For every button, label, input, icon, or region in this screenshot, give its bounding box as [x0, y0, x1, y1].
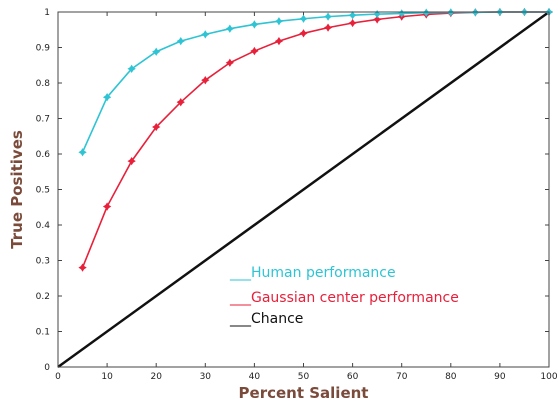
x-tick-label: 40 — [249, 372, 261, 382]
series-layer — [57, 7, 554, 369]
data-point-series-1 — [201, 76, 210, 85]
data-point-series-0 — [127, 64, 136, 73]
series-line-2 — [57, 10, 550, 369]
y-tick-label: 0.2 — [36, 292, 50, 302]
x-tick-label: 70 — [396, 372, 408, 382]
plot-frame — [57, 11, 550, 368]
data-point-series-1 — [127, 156, 136, 166]
x-axis-ticks: 0 10 20 30 40 50 60 70 80 90 100 — [55, 12, 558, 382]
y-tick-label: 0.4 — [36, 221, 51, 231]
data-point-series-0 — [299, 14, 308, 23]
data-point-series-0 — [176, 36, 185, 46]
data-point-series-1 — [78, 263, 87, 272]
x-tick-label: 60 — [347, 372, 359, 382]
legend-entry-chance: ___Chance — [229, 311, 303, 327]
data-point-series-1 — [323, 23, 333, 32]
y-tick-label: 0.8 — [36, 79, 51, 89]
y-tick-label: 0.6 — [36, 150, 51, 160]
data-point-series-0 — [348, 11, 357, 20]
legend: ___Human performance ___Gaussian center … — [229, 265, 459, 327]
data-point-series-1 — [372, 15, 382, 24]
x-tick-label: 90 — [494, 372, 506, 382]
y-tick-label: 0.5 — [36, 186, 50, 196]
y-tick-label: 0.3 — [36, 257, 50, 267]
data-point-series-0 — [201, 30, 210, 39]
y-tick-label: 0.1 — [36, 328, 50, 338]
y-tick-label: 0.7 — [36, 115, 50, 125]
data-point-series-1 — [250, 46, 259, 56]
data-point-series-0 — [152, 47, 161, 56]
x-axis-title: Percent Salient — [239, 384, 369, 402]
data-point-series-0 — [250, 20, 259, 29]
y-tick-label: 0 — [44, 363, 50, 373]
data-point-series-0 — [102, 93, 112, 102]
series-line-1 — [81, 11, 549, 268]
x-tick-label: 80 — [445, 372, 457, 382]
data-point-series-0 — [422, 8, 431, 17]
data-point-series-0 — [274, 17, 284, 26]
y-axis-title: True Positives — [8, 130, 26, 249]
y-axis-ticks: 0 0.1 0.2 0.3 0.4 0.5 0.6 0.7 0.8 0.9 1 — [36, 8, 549, 373]
data-point-series-1 — [225, 58, 235, 67]
data-point-series-1 — [274, 36, 284, 46]
data-point-series-0 — [397, 9, 406, 18]
legend-entry-human: ___Human performance — [229, 265, 396, 281]
x-tick-label: 10 — [101, 372, 113, 382]
data-point-series-1 — [299, 29, 308, 38]
x-tick-label: 0 — [55, 372, 61, 382]
data-point-series-0 — [323, 12, 333, 21]
y-tick-label: 0.9 — [36, 44, 51, 54]
y-tick-label: 1 — [44, 8, 50, 18]
x-tick-label: 100 — [540, 372, 557, 382]
data-point-series-0 — [225, 24, 235, 33]
x-tick-label: 20 — [150, 372, 162, 382]
data-point-series-1 — [102, 202, 112, 211]
data-point-series-1 — [152, 122, 161, 132]
data-point-series-0 — [78, 148, 87, 157]
x-tick-label: 30 — [200, 372, 212, 382]
x-tick-label: 50 — [298, 372, 310, 382]
data-point-series-1 — [176, 98, 185, 107]
legend-entry-gaussian: ___Gaussian center performance — [229, 290, 459, 306]
data-point-series-1 — [348, 18, 357, 28]
